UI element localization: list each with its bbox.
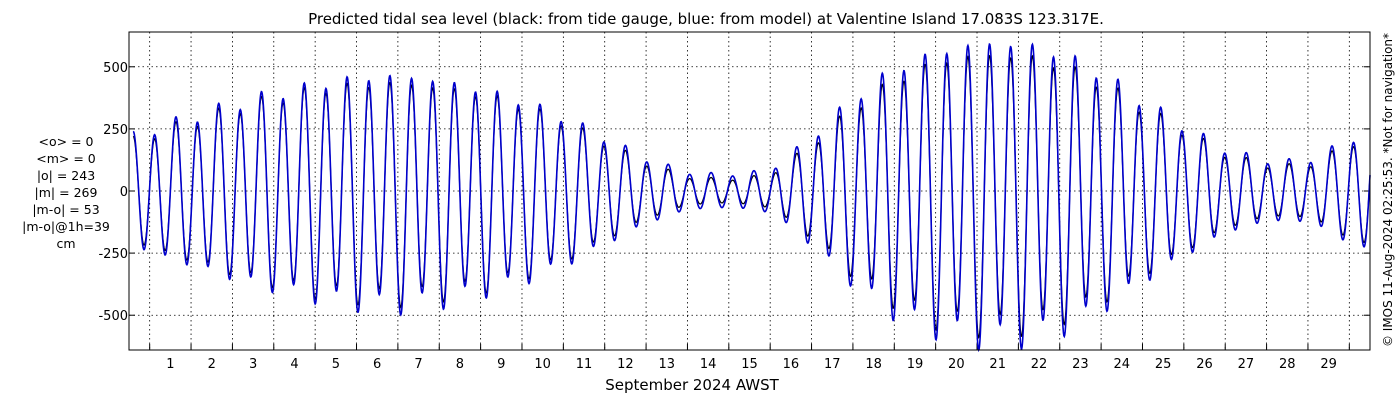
x-axis-label: September 2024 AWST [605,376,779,394]
model-series [132,42,1371,353]
x-tick-label: 6 [373,357,381,372]
x-tick-label: 20 [948,357,965,372]
x-tick-label: 15 [741,357,758,372]
stats-panel: <o> = 0 <m> = 0 |o| = 243 |m| = 269 |m-o… [22,134,110,251]
credit-text: © IMOS 11-Aug-2024 02:25:53. *Not for na… [1381,33,1395,347]
x-tick-label: 18 [865,357,882,372]
x-tick-label: 3 [249,357,257,372]
x-tick-label: 19 [907,357,924,372]
x-tick-label: 23 [1072,357,1089,372]
x-tick-label: 28 [1279,357,1296,372]
x-tick-label: 25 [1155,357,1172,372]
x-tick-label: 12 [617,357,634,372]
x-tick-label: 2 [208,357,216,372]
x-tick-label: 9 [497,357,505,372]
chart-title: Predicted tidal sea level (black: from t… [308,10,1104,28]
x-tick-label: 16 [783,357,800,372]
x-tick-label: 26 [1196,357,1213,372]
x-tick-label: 5 [332,357,340,372]
y-tick-label: 250 [103,123,128,138]
plot-frame [128,31,1371,351]
x-tick-label: 22 [1031,357,1048,372]
x-tick-label: 7 [414,357,422,372]
x-axis-ticks: 1 2 3 4 5 6 7 8 9 10 11 12 13 14 15 16 17 18 19 20 21 22 23 24 2… [149,344,1350,372]
stats-mean-obs: <o> = 0 [39,134,94,149]
x-tick-label: 27 [1238,357,1255,372]
y-tick-label: -250 [98,247,128,262]
stats-abs-model: |m| = 269 [35,185,98,200]
x-tick-label: 10 [534,357,551,372]
y-tick-label: 500 [103,61,128,76]
stats-abs-diff-1h: |m-o|@1h=39 [22,219,110,234]
x-tick-label: 13 [658,357,675,372]
x-tick-label: 8 [456,357,464,372]
x-tick-label: 21 [989,357,1006,372]
stats-units: cm [56,236,75,251]
x-tick-label: 1 [166,357,174,372]
tide-gauge-series [132,54,1371,340]
x-tick-label: 24 [1114,357,1131,372]
stats-abs-obs: |o| = 243 [37,168,95,183]
series-layer [132,42,1371,353]
y-tick-label: 0 [120,185,128,200]
x-tick-label: 11 [576,357,593,372]
x-tick-label: 14 [700,357,717,372]
stats-mean-model: <m> = 0 [36,151,96,166]
stats-abs-diff: |m-o| = 53 [32,202,99,217]
x-tick-label: 17 [824,357,841,372]
x-tick-label: 4 [290,357,298,372]
y-axis-ticks: -500 -250 0 250 500 [98,61,1370,324]
x-tick-label: 29 [1320,357,1337,372]
y-tick-label: -500 [98,309,128,324]
